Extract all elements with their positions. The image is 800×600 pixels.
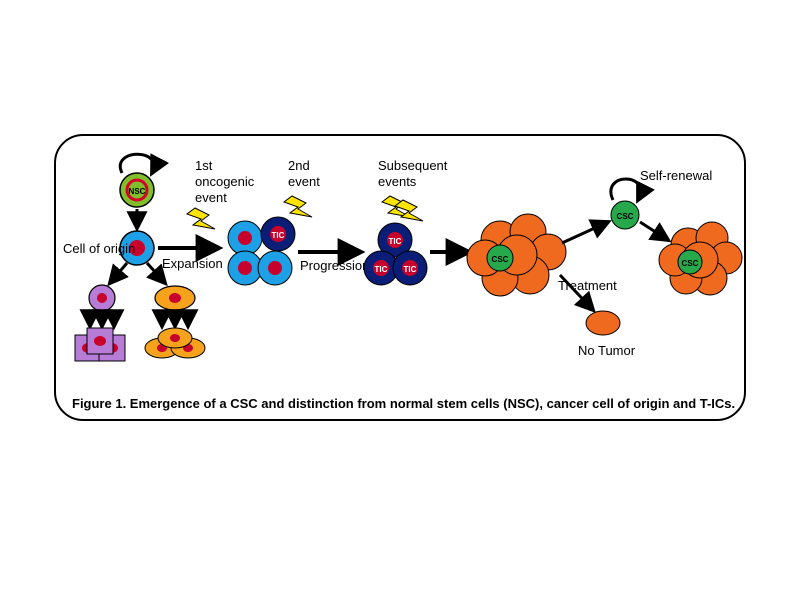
arrow-csc-to-tumor2 — [640, 222, 668, 240]
diagram-svg: Figure 1. Emergence of a CSC and distinc… — [0, 0, 800, 600]
csc-label-3: CSC — [682, 259, 699, 268]
orange-diff-cells — [145, 328, 205, 358]
tumor-mass-2: CSC — [659, 222, 742, 295]
no-tumor-cell — [586, 311, 620, 335]
arrow-origin-to-purple — [110, 263, 127, 283]
first-event-l1: 1st — [195, 158, 213, 173]
diagram-root: Figure 1. Emergence of a CSC and distinc… — [0, 0, 800, 600]
subsequent-l1: Subsequent — [378, 158, 448, 173]
lightning-2 — [284, 196, 312, 217]
cell-of-origin-label: Cell of origin — [63, 241, 135, 256]
csc-self-renew-arrow — [611, 179, 641, 200]
figure-caption: Figure 1. Emergence of a CSC and distinc… — [72, 396, 735, 411]
progression-label: Progression — [300, 258, 369, 273]
expansion-label: Expansion — [162, 256, 223, 271]
lightning-1 — [187, 208, 215, 229]
arrow-tumor-to-csc — [562, 222, 608, 243]
purple-progenitor — [89, 285, 115, 311]
tic-label-3: TIC — [375, 265, 388, 274]
subsequent-l2: events — [378, 174, 417, 189]
csc-free: CSC — [611, 201, 639, 229]
tumor-mass-1: CSC — [467, 214, 566, 296]
tic-label-4: TIC — [404, 265, 417, 274]
no-tumor-label: No Tumor — [578, 343, 636, 358]
orange-progenitor — [155, 286, 195, 310]
tic-cluster: TIC TIC TIC — [364, 223, 427, 285]
self-renewal-label: Self-renewal — [640, 168, 712, 183]
nsc-cell: NSC — [120, 173, 154, 207]
first-event-l2: oncogenic — [195, 174, 255, 189]
csc-label-1: CSC — [492, 255, 509, 264]
second-event-l2: event — [288, 174, 320, 189]
nsc-self-renew-arrow — [120, 154, 154, 173]
first-event-l3: event — [195, 190, 227, 205]
csc-in-tumor-2: CSC — [678, 250, 702, 274]
tic-cell-1: TIC — [261, 217, 295, 251]
expansion-cluster: TIC — [228, 217, 295, 285]
csc-label-2: CSC — [617, 212, 634, 221]
nsc-label: NSC — [129, 187, 146, 196]
tic-label-1: TIC — [272, 231, 285, 240]
csc-in-tumor-1: CSC — [487, 245, 513, 271]
purple-diff-cells — [75, 328, 125, 361]
tic-label-2: TIC — [389, 237, 402, 246]
second-event-l1: 2nd — [288, 158, 310, 173]
